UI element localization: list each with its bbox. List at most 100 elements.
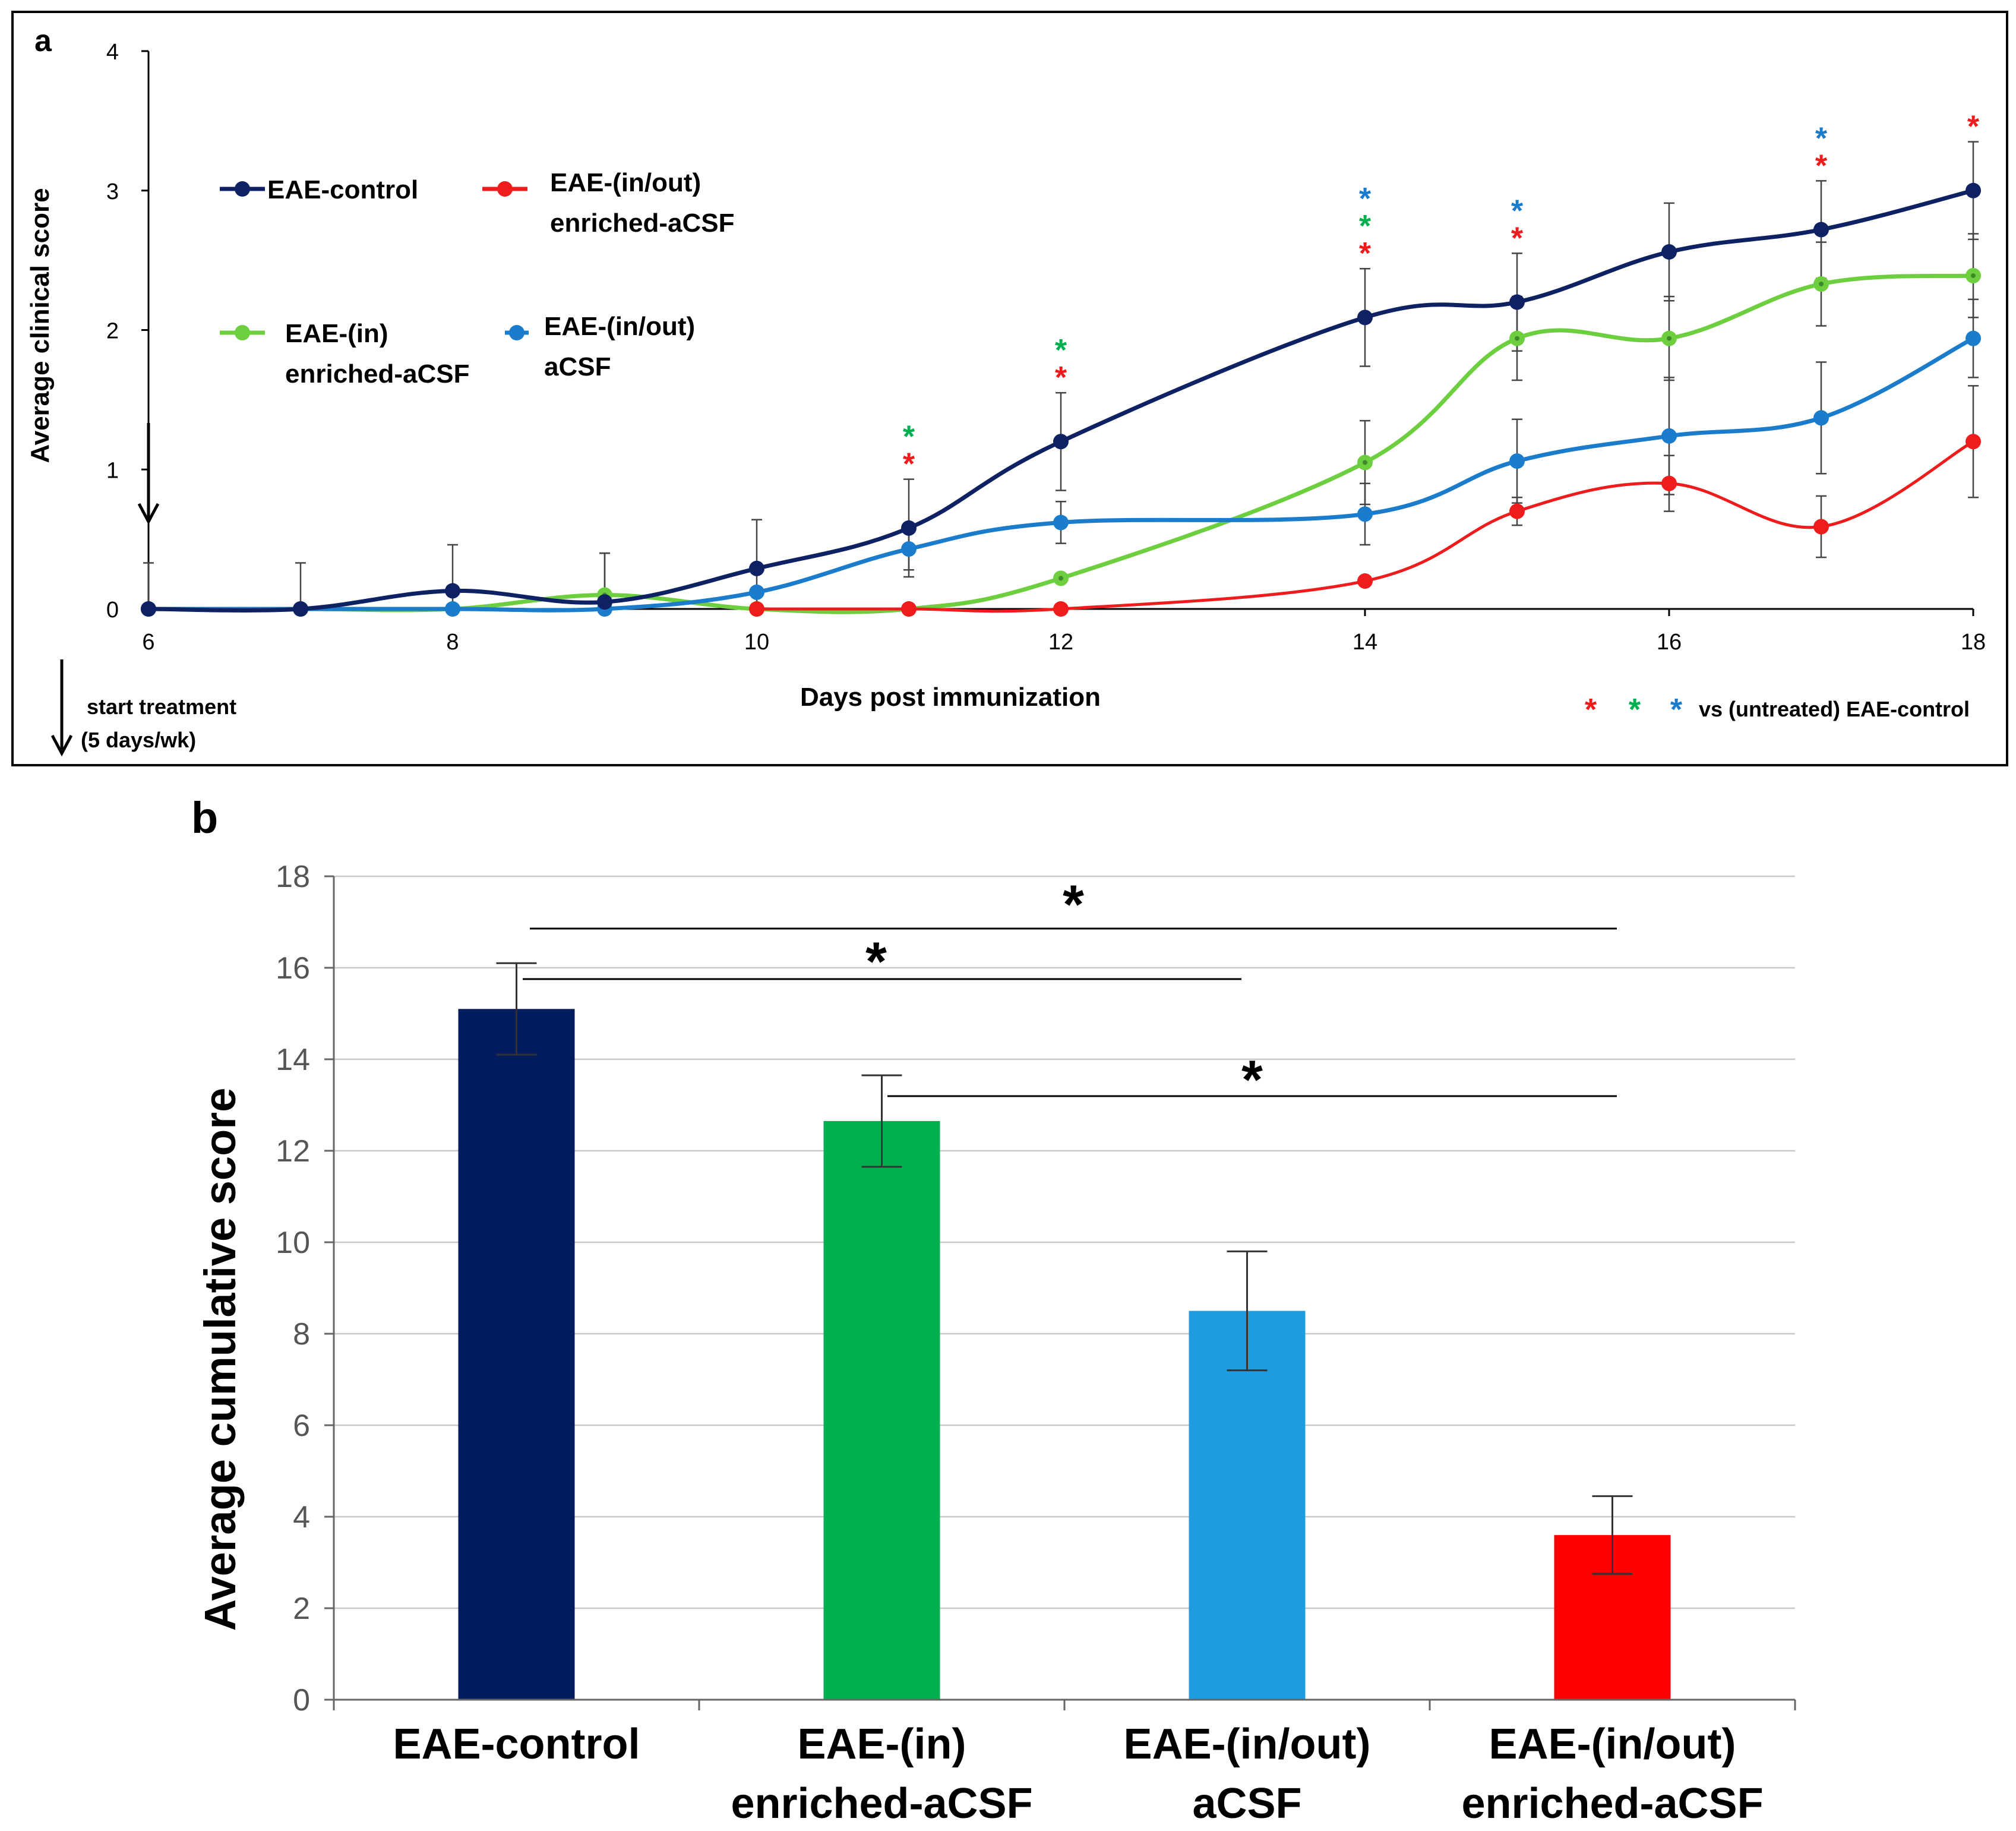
significance-star: *	[1359, 236, 1372, 271]
panel-b-bar-chart: b 0 2 4 6 8 10 12 14 16 18 * * * EAE-control EAE-(in…	[191, 793, 1796, 1827]
x-tick-label: 6	[142, 630, 154, 655]
data-point	[445, 583, 460, 599]
data-point	[1813, 519, 1829, 535]
data-point	[1357, 506, 1373, 522]
data-point	[597, 594, 612, 610]
note-star-red: *	[1585, 693, 1597, 727]
legend-label: EAE-(in/out)	[550, 168, 701, 197]
data-point	[1661, 475, 1677, 491]
significance-star: *	[1241, 1050, 1263, 1110]
legend-marker-1	[235, 181, 250, 197]
significance-note-text: vs (untreated) EAE-control	[1699, 697, 1970, 721]
panel-a-label: a	[34, 24, 52, 58]
significance-star: *	[903, 420, 915, 454]
note-star-blue: *	[1670, 693, 1683, 727]
significance-star: *	[1511, 194, 1524, 228]
significance-star: *	[1967, 110, 1980, 144]
y-axis-title: Average clinical score	[26, 188, 55, 463]
data-point-center	[1667, 336, 1671, 341]
legend-label: enriched-aCSF	[285, 359, 470, 389]
y-tick-label: 10	[276, 1226, 310, 1260]
significance-star: *	[1815, 121, 1828, 156]
legend-marker-4	[509, 325, 524, 340]
significance-star: *	[1055, 361, 1067, 395]
legend-label: EAE-(in)	[285, 319, 388, 348]
data-point	[1053, 601, 1069, 617]
legend-label: enriched-aCSF	[550, 209, 735, 238]
data-point	[1966, 182, 1981, 198]
significance-star: *	[1511, 221, 1524, 255]
category-label: enriched-aCSF	[731, 1780, 1032, 1827]
series-line-1	[148, 188, 1974, 613]
panel-b-label: b	[191, 793, 218, 842]
significance-star: *	[1815, 149, 1828, 183]
x-tick-label: 10	[744, 630, 769, 655]
x-axis-title: Days post immunization	[800, 683, 1101, 712]
y-tick-label: 14	[276, 1043, 310, 1077]
data-point	[1357, 310, 1373, 326]
data-point-center	[1058, 576, 1063, 581]
data-point	[749, 584, 764, 600]
y-tick-label: 3	[106, 179, 119, 204]
start-treatment-text: start treatment	[87, 694, 236, 719]
significance-note: * * * vs (untreated) EAE-control	[1585, 693, 1970, 727]
series-line-4	[756, 440, 1974, 613]
significance-star: *	[1063, 875, 1084, 935]
data-point	[1661, 244, 1677, 260]
legend-marker-3	[235, 325, 250, 340]
y-tick-label: 8	[293, 1317, 310, 1352]
data-point-center	[1971, 273, 1976, 278]
data-point	[1813, 222, 1829, 238]
legend-label: EAE-(in/out)	[544, 312, 695, 341]
y-tick-label: 2	[293, 1592, 310, 1626]
significance-star: *	[903, 447, 915, 482]
data-point	[1813, 410, 1829, 426]
category-label: enriched-aCSF	[1461, 1780, 1763, 1827]
treatment-start-arrow-head	[137, 503, 160, 525]
significance-star: *	[1359, 182, 1372, 216]
y-tick-label: 1	[106, 458, 119, 483]
bar-y-axis-title: Average cumulative score	[195, 1088, 245, 1631]
start-treatment-detail-text: (5 days/wk)	[81, 728, 196, 752]
y-tick-label: 0	[293, 1683, 310, 1718]
y-tick-label: 16	[276, 951, 310, 986]
category-label: EAE-(in/out)	[1489, 1720, 1736, 1768]
legend-label: aCSF	[544, 352, 611, 381]
data-point	[901, 520, 917, 536]
y-tick-label: 4	[293, 1500, 310, 1535]
significance-star: *	[1055, 333, 1067, 368]
category-label: EAE-(in)	[798, 1720, 966, 1768]
data-point	[749, 601, 764, 617]
x-tick-label: 18	[1961, 630, 1986, 655]
note-star-green: *	[1629, 693, 1641, 727]
legend-marker-2	[497, 181, 513, 197]
y-tick-label: 12	[276, 1134, 310, 1169]
data-point	[901, 541, 917, 557]
significance-star: *	[1359, 209, 1372, 244]
data-point	[901, 601, 917, 617]
panel-a-frame	[11, 11, 2008, 766]
significance-star: *	[865, 932, 887, 992]
data-point	[1966, 434, 1981, 450]
y-tick-label: 2	[106, 319, 119, 344]
data-point	[1509, 453, 1525, 469]
y-tick-label: 0	[106, 598, 119, 623]
category-label: EAE-(in/out)	[1124, 1720, 1371, 1768]
category-label: EAE-control	[393, 1720, 640, 1768]
category-label: aCSF	[1192, 1780, 1301, 1827]
data-point	[749, 560, 764, 576]
x-tick-label: 14	[1353, 630, 1377, 655]
data-point-center	[1819, 282, 1824, 287]
y-tick-label: 4	[106, 40, 119, 65]
data-point	[1053, 514, 1069, 531]
bar-2	[823, 1120, 940, 1700]
bar-3	[1189, 1311, 1306, 1700]
x-tick-label: 12	[1048, 630, 1073, 655]
data-point	[1357, 573, 1373, 589]
legend-label: EAE-control	[267, 175, 418, 204]
data-point-center	[1515, 336, 1519, 341]
data-point	[1053, 434, 1069, 450]
data-point	[293, 601, 308, 617]
